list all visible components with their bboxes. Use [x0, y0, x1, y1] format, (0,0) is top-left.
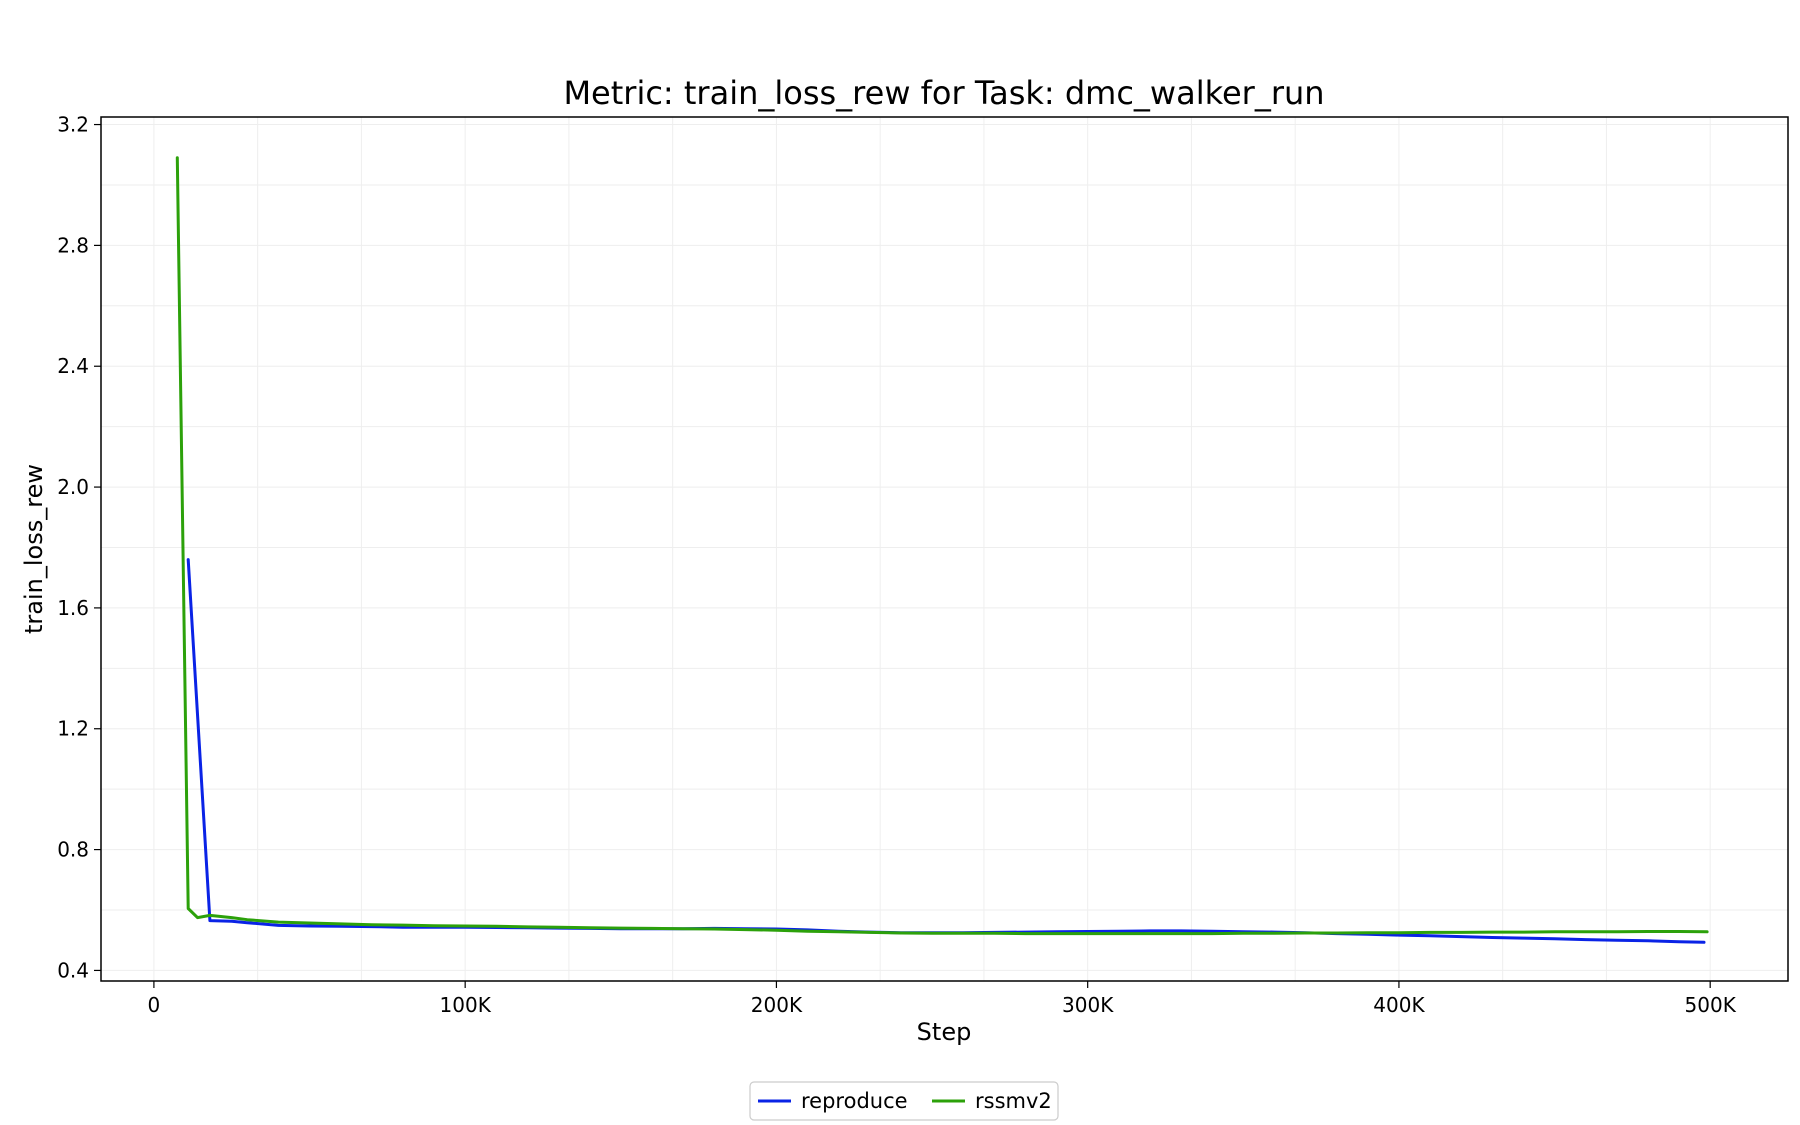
x-tick-label: 500K [1685, 993, 1737, 1017]
y-tick-label: 0.8 [57, 838, 89, 862]
y-tick-label: 0.4 [57, 958, 89, 982]
x-axis-label: Step [917, 1018, 972, 1046]
series-layer [175, 156, 1709, 944]
plot-frame [100, 116, 1789, 982]
y-tick-label: 1.2 [57, 717, 89, 741]
chart-title: Metric: train_loss_rew for Task: dmc_wal… [563, 74, 1324, 112]
grid-lines [101, 117, 1788, 981]
x-tick-label: 300K [1062, 993, 1114, 1017]
x-tick-label: 0 [148, 993, 161, 1017]
legend-label-rssmv2: rssmv2 [975, 1089, 1052, 1113]
legend: reproduce rssmv2 [749, 1081, 1059, 1121]
legend-label-reproduce: reproduce [801, 1089, 908, 1113]
x-tick-label: 100K [440, 993, 492, 1017]
legend-box [749, 1081, 1059, 1121]
y-axis-ticks: 0.4 0.8 1.2 1.6 2.0 2.4 2.8 3.2 [57, 113, 101, 982]
y-tick-label: 1.6 [57, 596, 89, 620]
y-axis-label: train_loss_rew [20, 464, 48, 634]
y-tick-label: 2.0 [57, 475, 89, 499]
y-tick-label: 3.2 [57, 113, 89, 137]
x-axis-ticks: 0 100K 200K 300K 400K 500K [148, 981, 1737, 1017]
x-tick-label: 400K [1373, 993, 1425, 1017]
series-line-rssmv2 [175, 156, 1709, 936]
x-tick-label: 200K [751, 993, 803, 1017]
y-tick-label: 2.4 [57, 354, 89, 378]
y-tick-label: 2.8 [57, 233, 89, 257]
